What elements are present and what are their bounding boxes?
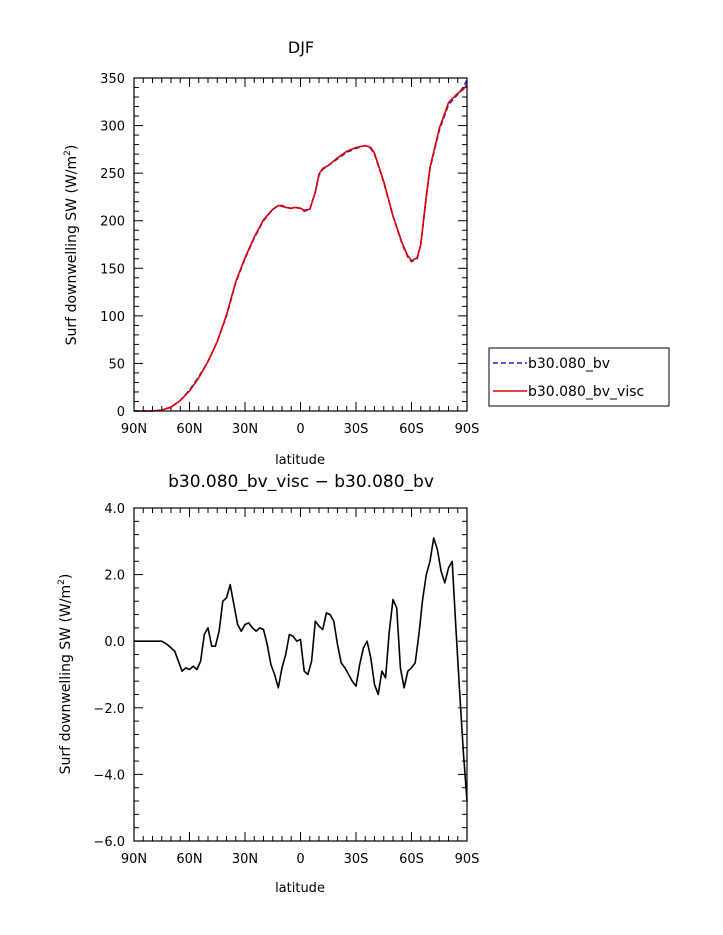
top-y-tick-label: 350: [100, 72, 125, 87]
top-y-tick-label: 200: [100, 215, 125, 230]
top-x-tick-label: 30N: [232, 422, 258, 437]
top-x-tick-label: 60S: [399, 422, 424, 437]
top-y-tick-label: 50: [108, 357, 125, 372]
bottom-y-tick-label: −4.0: [93, 768, 125, 783]
bottom-y-tick-label: −2.0: [93, 702, 125, 717]
bottom-plot-frame: [133, 507, 468, 842]
bottom-x-tick-label: 30N: [232, 852, 258, 867]
top-y-tick-label: 250: [100, 167, 125, 182]
bottom-series-line-0: [134, 537, 468, 802]
top-x-tick-label: 60N: [176, 422, 202, 437]
bottom-plot-area: 90N 60N 30N 0 30S 60S 90S −6.0 −4.0 −2.0 0.0 2.0 4.0: [93, 502, 479, 867]
top-plot-frame: [133, 77, 468, 412]
legend-label-b30-080-bv: b30.080_bv: [528, 356, 610, 372]
bottom-x-tick-label: 90N: [121, 852, 147, 867]
bottom-x-tick-label: 30S: [344, 852, 369, 867]
bottom-x-tick-label: 0: [296, 852, 304, 867]
bottom-x-axis-label: latitude: [275, 881, 325, 896]
top-x-tick-label: 0: [296, 422, 304, 437]
top-x-tick-label: 30S: [344, 422, 369, 437]
bottom-x-tick-label: 60N: [176, 852, 202, 867]
top-series-line-1: [134, 84, 468, 412]
top-x-tick-label: 90N: [121, 422, 147, 437]
top-panel: DJF 90N 60N 30N 0 30S 60S 90S 0 50 100 150 200 250 30…: [63, 38, 670, 468]
bottom-x-tick-label: 60S: [399, 852, 424, 867]
top-plot-area: 90N 60N 30N 0 30S 60S 90S 0 50 100 150 200 250 300 350: [100, 72, 479, 437]
top-y-tick-label: 300: [100, 120, 125, 135]
top-x-tick-label: 90S: [455, 422, 480, 437]
legend-label-b30-080-bv-visc: b30.080_bv_visc: [528, 384, 644, 400]
legend-box: [488, 347, 670, 407]
top-y-tick-label: 0: [117, 405, 125, 420]
bottom-y-tick-label: 4.0: [104, 502, 125, 517]
bottom-panel: b30.080_bv_visc − b30.080_bv 90N 60N 30N 0 3…: [57, 472, 479, 896]
bottom-title: b30.080_bv_visc − b30.080_bv: [168, 472, 434, 492]
top-y-tick-label: 100: [100, 310, 125, 325]
legend: b30.080_bv b30.080_bv_visc: [488, 347, 670, 407]
top-title: DJF: [288, 38, 314, 57]
top-x-axis-label: latitude: [275, 453, 325, 468]
bottom-y-tick-label: 0.0: [104, 635, 125, 650]
bottom-y-tick-label: −6.0: [93, 835, 125, 850]
bottom-y-tick-label: 2.0: [104, 569, 125, 584]
top-y-tick-label: 150: [100, 262, 125, 277]
top-series-line-0: [134, 79, 468, 412]
top-y-axis-label: Surf downwelling SW (W/m2): [63, 145, 80, 346]
bottom-x-tick-label: 90S: [455, 852, 480, 867]
bottom-y-axis-label: Surf downwelling SW (W/m2): [57, 574, 74, 775]
